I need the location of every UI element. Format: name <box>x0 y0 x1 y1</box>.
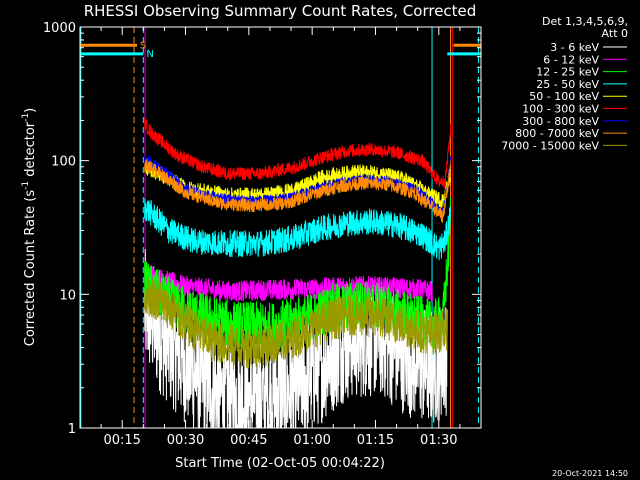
series-layer <box>144 117 451 429</box>
y-tick-label: 10 <box>59 288 76 303</box>
y-axis-label: Corrected Count Rate (s-1 detector-1) <box>21 108 38 346</box>
x-tick-label: 01:30 <box>420 433 457 448</box>
x-tick-label: 01:00 <box>293 433 330 448</box>
series-line <box>144 117 451 189</box>
legend-label: 12 - 25 keV <box>536 66 599 79</box>
y-tick-label: 100 <box>51 155 76 170</box>
flag-label: N <box>146 49 153 60</box>
series-line <box>144 158 451 223</box>
legend-label: 50 - 100 keV <box>529 90 599 103</box>
y-tick-label: 1 <box>68 422 76 437</box>
series-line <box>144 198 451 261</box>
event-vertical-lines <box>80 27 479 428</box>
x-tick-label: 00:45 <box>230 433 267 448</box>
y-axis: 1 10 100 1000 <box>43 21 481 437</box>
legend-label: 3 - 6 keV <box>550 41 599 54</box>
render-timestamp: 20-Oct-2021 14:50 <box>552 469 628 478</box>
flag-label: S <box>140 40 146 51</box>
legend-label: 6 - 12 keV <box>543 53 599 66</box>
legend-header-detectors: Det 1,3,4,5,6,9, <box>542 15 628 28</box>
x-tick-label: 01:15 <box>357 433 394 448</box>
legend-label: 800 - 7000 keV <box>515 127 599 140</box>
legend-label: 7000 - 15000 keV <box>501 139 599 152</box>
x-axis-label: Start Time (02-Oct-05 00:04:22) <box>175 456 385 471</box>
plot-frame <box>79 26 482 429</box>
x-axis: 00:15 00:30 00:45 01:00 01:15 01:30 <box>100 27 461 448</box>
legend-label: 25 - 50 keV <box>536 78 599 91</box>
legend-label: 300 - 800 keV <box>522 115 599 128</box>
series-line <box>144 275 448 369</box>
x-tick-label: 00:15 <box>103 433 140 448</box>
legend-header-attenuator: Att 0 <box>602 27 628 40</box>
chart-title: RHESSI Observing Summary Count Rates, Co… <box>84 2 477 20</box>
x-tick-label: 00:30 <box>167 433 204 448</box>
y-tick-label: 1000 <box>43 21 76 36</box>
legend-label: 100 - 300 keV <box>522 103 599 116</box>
saa-night-flags: SN <box>80 40 481 60</box>
